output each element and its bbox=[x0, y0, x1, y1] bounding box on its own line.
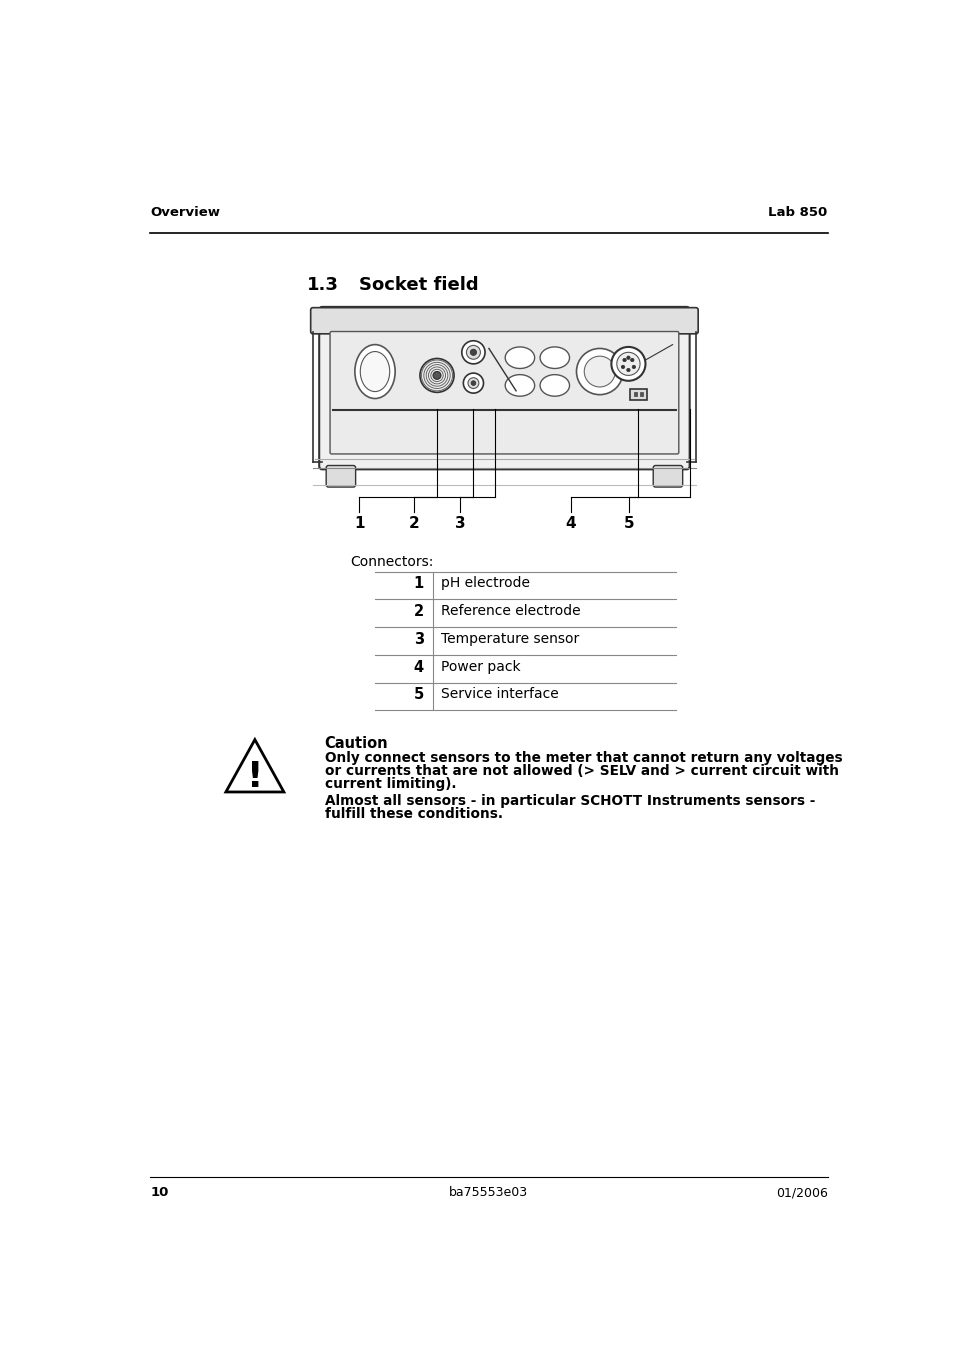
Text: 1: 1 bbox=[354, 516, 364, 531]
Text: 4: 4 bbox=[565, 516, 576, 531]
Ellipse shape bbox=[355, 345, 395, 399]
Circle shape bbox=[622, 358, 625, 362]
Text: Overview: Overview bbox=[150, 207, 220, 219]
Bar bbox=[633, 392, 637, 396]
FancyBboxPatch shape bbox=[319, 307, 689, 469]
Text: Only connect sensors to the meter that cannot return any voltages: Only connect sensors to the meter that c… bbox=[324, 751, 841, 765]
Text: Reference electrode: Reference electrode bbox=[440, 604, 579, 619]
Text: 5: 5 bbox=[414, 688, 423, 703]
Circle shape bbox=[632, 365, 635, 369]
Text: 3: 3 bbox=[455, 516, 465, 531]
Text: fulfill these conditions.: fulfill these conditions. bbox=[324, 808, 502, 821]
Text: !: ! bbox=[247, 759, 263, 793]
Text: 1.3: 1.3 bbox=[307, 276, 338, 295]
Text: 5: 5 bbox=[623, 516, 634, 531]
Text: 01/2006: 01/2006 bbox=[775, 1186, 827, 1200]
Text: 3: 3 bbox=[414, 632, 423, 647]
Bar bbox=[629, 389, 646, 400]
Circle shape bbox=[617, 353, 639, 376]
Ellipse shape bbox=[360, 351, 390, 392]
Text: Socket field: Socket field bbox=[359, 276, 478, 295]
Text: Connectors:: Connectors: bbox=[350, 555, 433, 569]
Circle shape bbox=[471, 381, 476, 385]
Text: Power pack: Power pack bbox=[440, 659, 520, 674]
Ellipse shape bbox=[539, 347, 569, 369]
Text: 10: 10 bbox=[150, 1186, 169, 1200]
Circle shape bbox=[576, 349, 622, 394]
Circle shape bbox=[468, 378, 478, 389]
Circle shape bbox=[626, 369, 630, 372]
Circle shape bbox=[630, 358, 634, 362]
Text: Lab 850: Lab 850 bbox=[767, 207, 827, 219]
Circle shape bbox=[470, 349, 476, 355]
Circle shape bbox=[466, 346, 480, 359]
Ellipse shape bbox=[505, 347, 534, 369]
Text: current limiting).: current limiting). bbox=[324, 777, 456, 792]
Text: 1: 1 bbox=[414, 577, 423, 592]
Ellipse shape bbox=[539, 374, 569, 396]
Circle shape bbox=[463, 373, 483, 393]
Circle shape bbox=[433, 372, 440, 380]
Polygon shape bbox=[226, 739, 284, 792]
Circle shape bbox=[620, 365, 624, 369]
Ellipse shape bbox=[505, 374, 534, 396]
Text: 4: 4 bbox=[414, 659, 423, 674]
Circle shape bbox=[583, 357, 615, 386]
FancyBboxPatch shape bbox=[311, 308, 698, 334]
Text: Caution: Caution bbox=[324, 736, 388, 751]
FancyBboxPatch shape bbox=[330, 331, 679, 454]
Text: Temperature sensor: Temperature sensor bbox=[440, 632, 578, 646]
Text: ba75553e03: ba75553e03 bbox=[449, 1186, 528, 1200]
Text: Service interface: Service interface bbox=[440, 688, 558, 701]
Bar bbox=[639, 392, 642, 396]
Text: Almost all sensors - in particular SCHOTT Instruments sensors -: Almost all sensors - in particular SCHOT… bbox=[324, 794, 814, 808]
Circle shape bbox=[626, 357, 630, 359]
Circle shape bbox=[611, 347, 645, 381]
FancyBboxPatch shape bbox=[326, 466, 355, 488]
Circle shape bbox=[461, 340, 484, 363]
Text: 2: 2 bbox=[408, 516, 418, 531]
Text: 2: 2 bbox=[414, 604, 423, 619]
Text: or currents that are not allowed (> SELV and > current circuit with: or currents that are not allowed (> SELV… bbox=[324, 765, 838, 778]
FancyBboxPatch shape bbox=[653, 466, 682, 488]
Text: pH electrode: pH electrode bbox=[440, 577, 529, 590]
